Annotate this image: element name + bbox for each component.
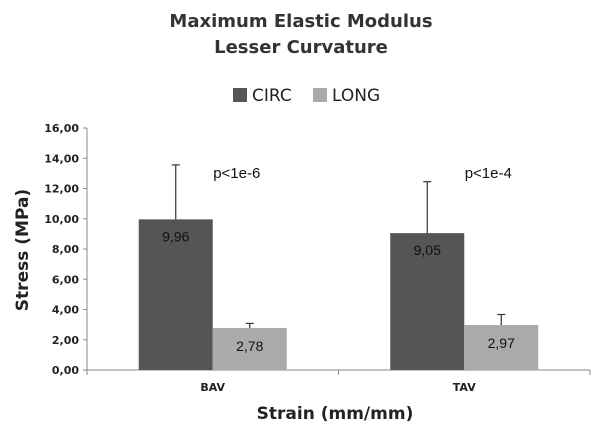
bar-long-bav <box>212 327 287 370</box>
y-tick-label: 4,00 <box>52 304 79 317</box>
y-tick-label: 14,00 <box>44 152 79 165</box>
chart-subtitle: Lesser Curvature <box>214 37 388 58</box>
data-label-circ-bav: 9,96 <box>162 228 189 244</box>
y-axis: 0,00 2,00 4,00 6,00 8,00 10,00 12,00 14,00 16,00 <box>44 122 88 377</box>
data-label-long-bav: 2,78 <box>236 338 263 354</box>
y-axis-title: Stress (MPa) <box>13 189 33 311</box>
y-tick-label: 8,00 <box>52 243 79 256</box>
y-tick-label: 2,00 <box>52 334 79 347</box>
chart-title: Maximum Elastic Modulus <box>169 11 432 32</box>
bar-long-tav <box>464 325 539 370</box>
y-tick-label: 16,00 <box>44 122 79 135</box>
bars <box>138 219 539 370</box>
y-tick-label: 10,00 <box>44 213 79 226</box>
legend: CIRC LONG <box>233 86 380 106</box>
bar-circ-tav <box>390 233 465 370</box>
x-axis: BAV TAV <box>86 369 591 394</box>
data-label-long-tav: 2,97 <box>488 335 515 351</box>
annotations: p<1e-6 p<1e-4 <box>213 165 512 182</box>
y-tick-label: 12,00 <box>44 183 79 196</box>
error-bars <box>171 164 506 328</box>
legend-swatch-long <box>313 88 327 102</box>
legend-label-circ: CIRC <box>252 86 292 106</box>
legend-label-long: LONG <box>332 86 380 106</box>
x-axis-title: Strain (mm/mm) <box>257 404 414 424</box>
p-value-annotation-bav: p<1e-6 <box>213 165 260 182</box>
data-label-circ-tav: 9,05 <box>414 242 441 258</box>
x-category-label: BAV <box>200 381 225 394</box>
x-category-label: TAV <box>453 381 476 394</box>
y-tick-label: 0,00 <box>52 364 79 377</box>
legend-swatch-circ <box>233 88 247 102</box>
data-labels: 9,96 2,78 9,05 2,97 <box>162 228 515 354</box>
p-value-annotation-tav: p<1e-4 <box>465 165 512 182</box>
bar-circ-bav <box>138 219 213 370</box>
y-tick-label: 6,00 <box>52 273 79 286</box>
